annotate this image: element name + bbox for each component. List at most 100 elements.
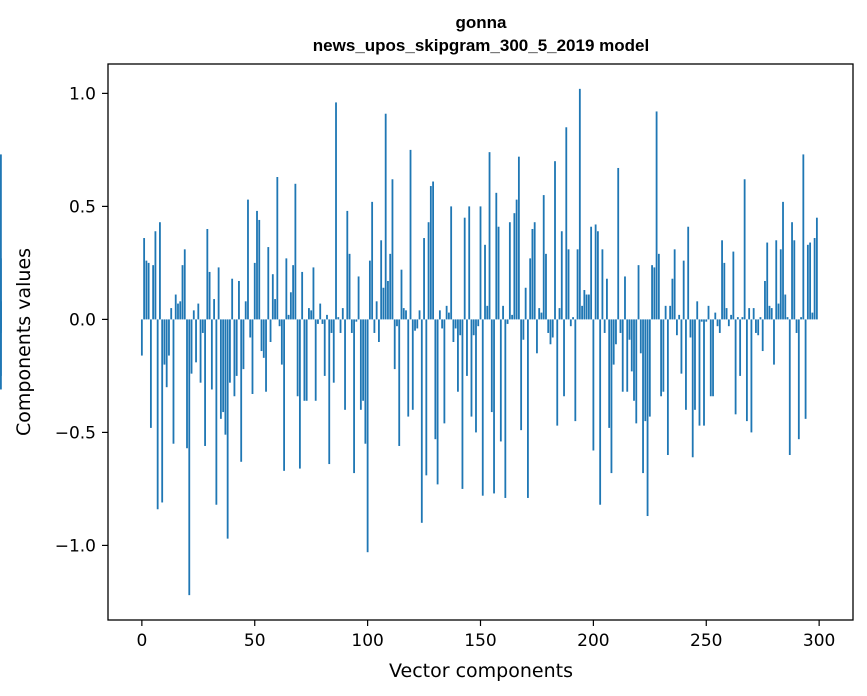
bar xyxy=(770,308,773,320)
bar xyxy=(206,228,209,320)
bar xyxy=(423,238,425,320)
bar xyxy=(709,319,712,397)
bar xyxy=(319,303,322,320)
bar xyxy=(466,319,468,376)
bar xyxy=(800,317,802,320)
bar xyxy=(262,319,265,358)
bar xyxy=(298,319,301,469)
bar xyxy=(253,262,256,320)
bar xyxy=(170,308,173,320)
bar xyxy=(0,319,2,390)
bar xyxy=(183,249,186,320)
bar xyxy=(179,301,182,320)
x-tick-label: 200 xyxy=(577,631,609,651)
bar xyxy=(163,319,166,365)
bar xyxy=(549,319,552,345)
bar xyxy=(283,319,285,471)
bar xyxy=(380,240,383,320)
bar xyxy=(680,319,683,374)
bar xyxy=(786,317,789,320)
bar xyxy=(741,317,744,320)
bar xyxy=(626,319,629,392)
bar xyxy=(362,319,365,401)
bar xyxy=(337,317,340,320)
bar xyxy=(488,152,491,320)
bar xyxy=(529,258,532,320)
bar xyxy=(371,201,374,320)
bar xyxy=(251,319,254,394)
bar xyxy=(601,249,604,320)
bar xyxy=(461,319,464,489)
bar xyxy=(210,319,213,390)
bar xyxy=(725,308,728,320)
bar xyxy=(653,267,656,320)
bar xyxy=(669,305,672,320)
bar xyxy=(583,290,586,320)
bar xyxy=(441,319,444,329)
bar xyxy=(603,319,606,333)
bar xyxy=(791,222,793,320)
bar xyxy=(208,271,211,320)
bar xyxy=(378,319,380,342)
bar xyxy=(804,319,807,419)
bar xyxy=(140,319,143,356)
bar xyxy=(165,319,168,388)
bar xyxy=(687,226,690,320)
bar xyxy=(802,154,805,320)
bar xyxy=(585,294,588,320)
y-axis-ticks: −1.0 −0.5 0.0 0.5 1.0 xyxy=(55,84,108,556)
bar xyxy=(373,319,376,333)
bar xyxy=(764,280,766,320)
bar xyxy=(617,167,620,320)
bar xyxy=(276,177,279,320)
bar xyxy=(296,319,299,397)
bar xyxy=(560,231,563,320)
bar xyxy=(666,319,669,456)
bar xyxy=(676,319,678,336)
bar xyxy=(759,317,762,320)
bar xyxy=(181,265,184,320)
bar xyxy=(567,249,570,320)
bar xyxy=(407,319,410,417)
bar xyxy=(639,319,642,354)
bar xyxy=(459,319,462,336)
bar xyxy=(628,319,631,340)
bar xyxy=(231,278,234,320)
bar xyxy=(393,319,396,370)
bar xyxy=(619,319,622,333)
bar xyxy=(258,219,261,320)
bar xyxy=(328,319,331,465)
bar xyxy=(285,258,288,320)
bar xyxy=(229,319,231,383)
bar xyxy=(596,231,599,320)
bar xyxy=(565,127,568,320)
bar xyxy=(265,319,267,392)
bar xyxy=(664,305,667,320)
bar xyxy=(484,244,486,320)
bar xyxy=(524,287,527,320)
bar xyxy=(599,319,602,505)
bar xyxy=(432,181,434,320)
bar xyxy=(768,305,771,320)
chart-title: gonna xyxy=(456,13,508,32)
bar xyxy=(450,206,453,320)
bar xyxy=(533,222,536,320)
bar xyxy=(766,242,769,320)
x-axis-ticks: 0 50 100 150 200 250 300 xyxy=(136,620,835,651)
bar xyxy=(606,278,608,320)
x-axis-label: Vector components xyxy=(389,660,573,682)
bar xyxy=(784,294,787,320)
bar xyxy=(414,319,416,331)
bar xyxy=(457,319,459,392)
bar xyxy=(427,222,430,320)
bar xyxy=(317,319,319,324)
bar xyxy=(149,319,152,428)
bar xyxy=(310,310,313,320)
bar xyxy=(678,314,681,320)
bar xyxy=(592,319,595,451)
bar xyxy=(350,319,353,333)
bar xyxy=(445,305,448,320)
bar xyxy=(244,301,247,320)
bar xyxy=(506,319,509,324)
bar xyxy=(339,319,342,333)
